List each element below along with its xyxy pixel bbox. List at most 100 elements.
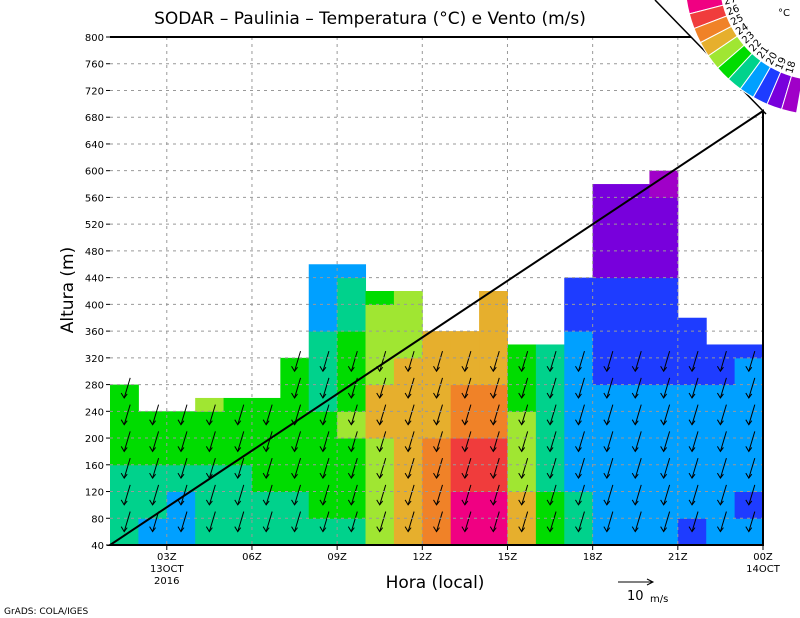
wind-arrowhead xyxy=(745,446,753,453)
temperature-cell xyxy=(564,331,594,359)
wind-arrowhead xyxy=(575,365,582,373)
wind-arrow xyxy=(577,511,585,532)
wind-arrow xyxy=(407,484,415,506)
wind-arrow xyxy=(492,351,500,372)
temperature-cell xyxy=(592,331,622,359)
y-tick-label: 400 xyxy=(85,300,104,311)
wind-arrowhead xyxy=(489,499,497,506)
wind-arrowhead xyxy=(575,446,582,453)
wind-arrow xyxy=(719,377,727,399)
wind-arrowhead xyxy=(489,446,497,453)
temperature-cell xyxy=(649,197,679,225)
wind-arrow xyxy=(606,457,614,479)
wind-arrow xyxy=(577,351,585,372)
wind-arrowhead xyxy=(688,446,696,453)
wind-arrowhead xyxy=(433,392,440,399)
wind-arrow xyxy=(549,377,557,399)
wind-arrow xyxy=(379,431,387,452)
wind-arrow xyxy=(492,457,500,479)
y-tick-label: 640 xyxy=(85,140,104,151)
wind-arrow xyxy=(748,351,756,372)
temperature-cell xyxy=(621,250,650,279)
wind-arrowhead xyxy=(404,392,412,399)
wind-arrowhead xyxy=(546,365,554,373)
wind-arrow xyxy=(719,484,727,506)
wind-arrow xyxy=(549,404,557,425)
temperature-cell xyxy=(450,331,480,359)
wind-arrow xyxy=(208,457,216,479)
y-axis-label: Altura (m) xyxy=(58,247,78,333)
wind-arrowhead xyxy=(688,472,696,480)
wind-arrowhead xyxy=(149,526,156,533)
wind-arrowhead xyxy=(120,526,128,533)
wind-arrow xyxy=(464,484,472,506)
wind-arrow xyxy=(407,457,415,479)
wind-arrow xyxy=(549,484,557,506)
temperature-cell xyxy=(479,331,508,359)
wind-arrowhead xyxy=(376,446,384,453)
y-tick-label: 440 xyxy=(85,274,104,285)
wind-arrow xyxy=(663,431,671,452)
wind-arrowhead xyxy=(205,499,213,506)
y-tick-label: 360 xyxy=(85,327,104,338)
temperature-cell xyxy=(592,224,622,252)
legend-level-label: 25 xyxy=(729,13,745,29)
wind-arrowhead xyxy=(205,419,213,426)
wind-arrow xyxy=(379,457,387,479)
wind-arrowhead xyxy=(631,499,639,506)
temperature-cell xyxy=(308,277,338,305)
wind-arrow xyxy=(436,511,443,532)
wind-arrowhead xyxy=(660,419,668,426)
wind-arrow xyxy=(265,404,273,425)
wind-arrowhead xyxy=(404,419,412,426)
wind-arrow xyxy=(180,511,188,532)
temperature-cell xyxy=(621,224,650,252)
wind-arrowhead xyxy=(575,419,582,426)
wind-arrow xyxy=(549,431,557,452)
wind-arrowhead xyxy=(716,419,724,426)
wind-arrowhead xyxy=(716,526,724,533)
wind-arrow xyxy=(748,404,756,425)
wind-arrowhead xyxy=(177,419,185,426)
wind-arrow xyxy=(464,457,472,479)
wind-arrow xyxy=(294,351,302,372)
wind-arrowhead xyxy=(575,472,582,480)
wind-arrow xyxy=(322,377,330,399)
wind-arrowhead xyxy=(660,392,668,399)
wind-arrow xyxy=(634,457,642,479)
wind-arrowhead xyxy=(376,419,384,426)
wind-arrowhead xyxy=(461,499,469,506)
temperature-cell xyxy=(564,304,594,332)
wind-arrowhead xyxy=(716,499,724,506)
wind-arrow xyxy=(549,457,557,479)
wind-arrow xyxy=(691,457,699,479)
wind-arrow xyxy=(208,431,216,452)
chart-title: SODAR – Paulinia – Temperatura (°C) e Ve… xyxy=(154,9,586,29)
wind-arrowhead xyxy=(177,472,185,480)
wind-arrowhead xyxy=(149,419,156,426)
wind-arrow xyxy=(577,457,585,479)
wind-arrow xyxy=(634,431,642,452)
wind-arrow xyxy=(634,484,642,506)
wind-arrowhead xyxy=(489,526,497,533)
wind-arrowhead xyxy=(489,419,497,426)
wind-arrow xyxy=(577,404,585,425)
wind-arrow xyxy=(180,457,188,479)
wind-arrowhead xyxy=(745,499,753,506)
wind-arrow xyxy=(521,484,529,506)
wind-arrow xyxy=(237,404,245,425)
wind-arrowhead xyxy=(575,499,582,506)
wind-reference: 10 m/s xyxy=(618,578,668,605)
wind-arrowhead xyxy=(347,419,355,426)
wind-arrow xyxy=(350,484,358,506)
temperature-cell xyxy=(337,277,367,305)
wind-arrow xyxy=(521,351,529,372)
wind-arrow xyxy=(350,431,358,452)
wind-arrow xyxy=(152,457,160,479)
temperature-cell xyxy=(592,184,622,198)
y-tick-label: 600 xyxy=(85,167,104,178)
wind-arrowhead xyxy=(716,365,724,373)
wind-arrowhead xyxy=(319,499,327,506)
y-tick-label: 480 xyxy=(85,247,104,258)
wind-arrowhead xyxy=(120,472,128,480)
